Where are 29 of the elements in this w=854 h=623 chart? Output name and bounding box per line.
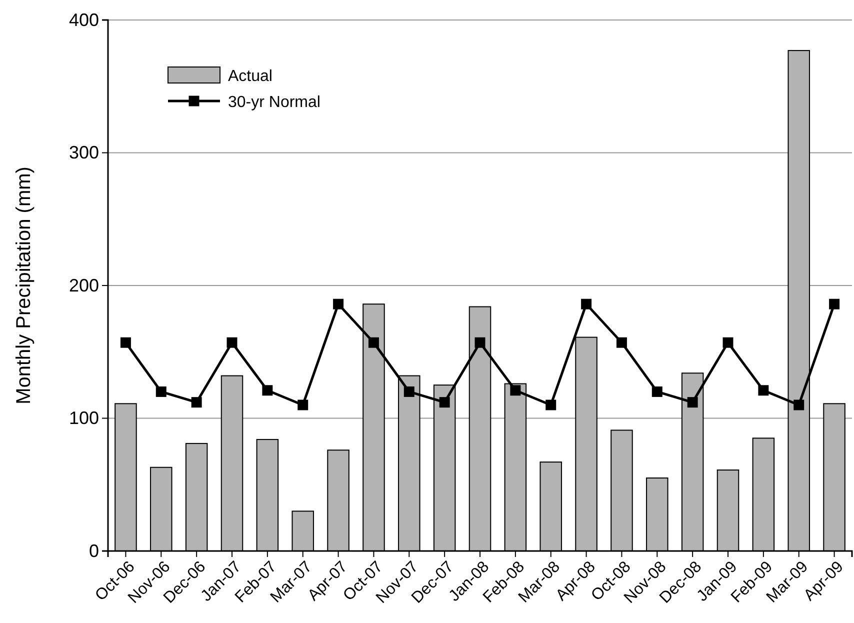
point <box>510 385 521 396</box>
y-axis-title: Monthly Precipitation (mm) <box>13 166 35 404</box>
y-tick-label: 200 <box>68 275 99 296</box>
point <box>368 337 379 348</box>
point <box>262 385 273 396</box>
point <box>652 386 662 397</box>
point <box>546 400 556 410</box>
point <box>156 386 166 397</box>
y-tick-label: 400 <box>68 10 99 30</box>
y-tick-label: 300 <box>68 142 99 163</box>
point <box>191 397 202 408</box>
point <box>474 337 486 348</box>
y-tick-label: 0 <box>88 540 99 561</box>
point <box>794 400 804 410</box>
point <box>439 397 450 408</box>
legend-label: Actual <box>228 68 272 85</box>
point <box>404 386 414 397</box>
y-tick-label: 100 <box>68 408 99 428</box>
point <box>758 385 769 396</box>
point <box>333 298 344 310</box>
point <box>120 337 131 348</box>
point <box>581 298 592 310</box>
point <box>298 400 308 410</box>
legend-label: 30-yr Normal <box>228 94 320 111</box>
point <box>616 337 627 348</box>
point <box>722 337 734 348</box>
point <box>687 397 698 408</box>
point <box>226 337 238 348</box>
point <box>829 298 840 310</box>
